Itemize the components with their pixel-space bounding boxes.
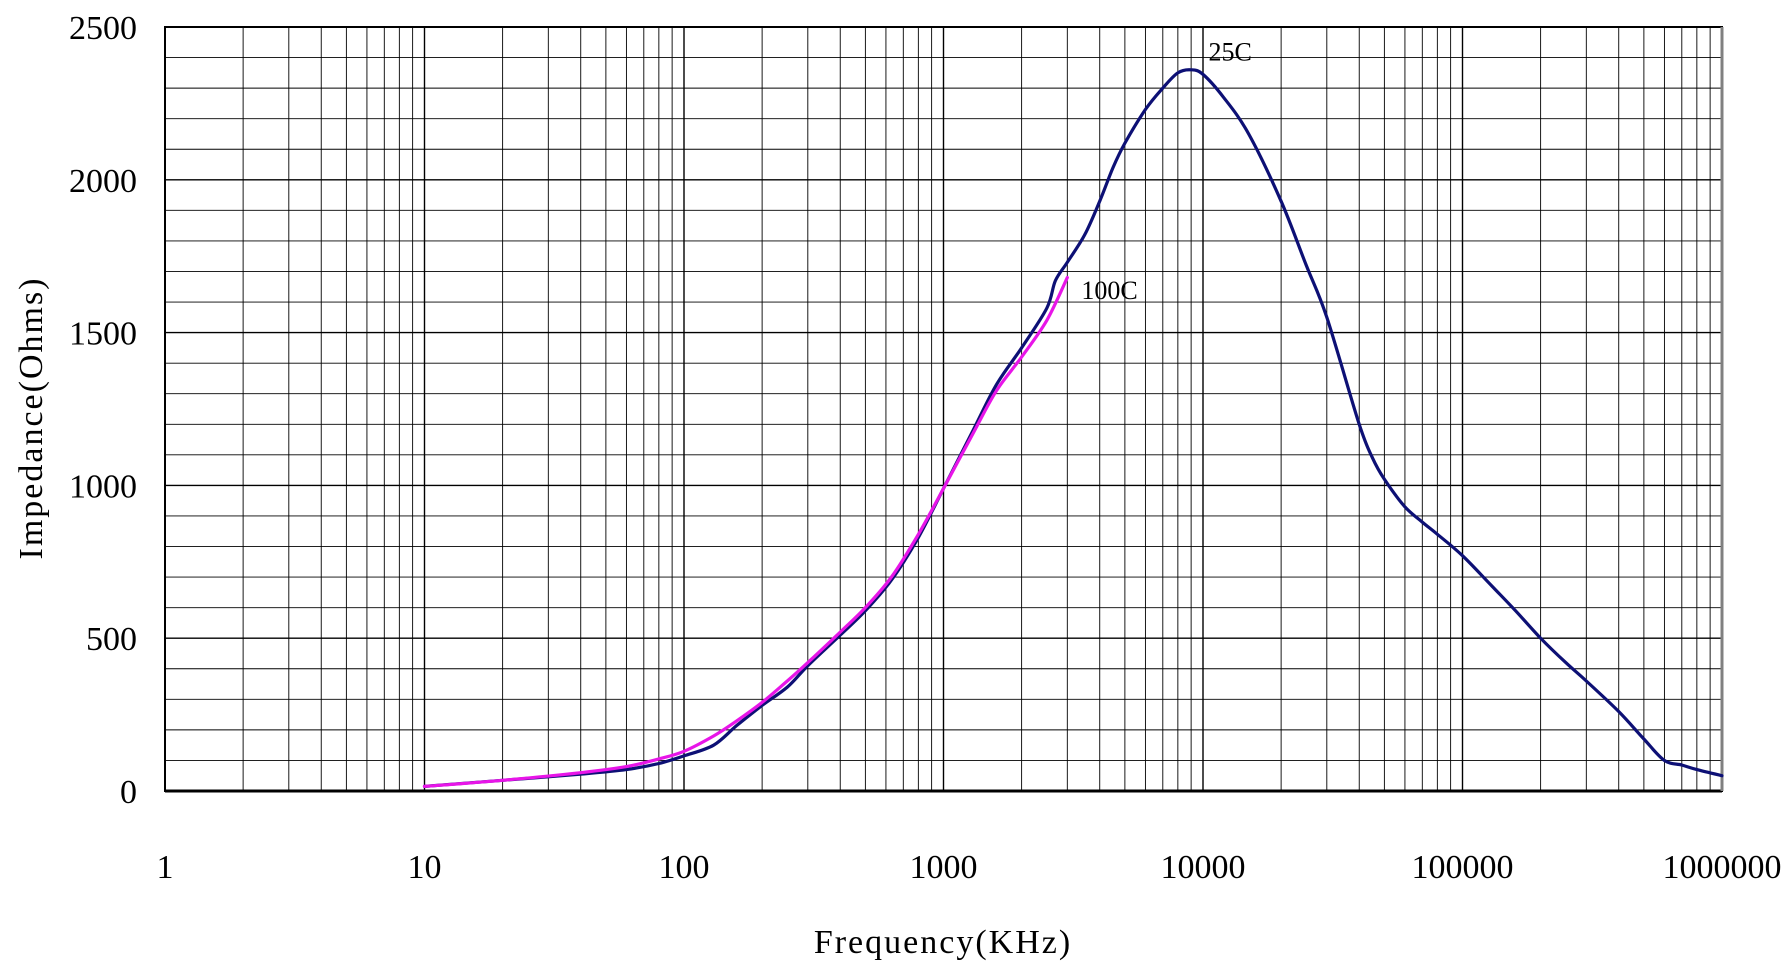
grid-lines [164, 26, 1722, 792]
x-tick-label: 1000 [910, 849, 978, 886]
y-axis-title: Impedance(Ohms) [13, 276, 50, 559]
x-tick-label: 1 [157, 849, 174, 886]
y-tick-label: 500 [86, 621, 137, 658]
series-line-25c [422, 68, 1724, 788]
series-lines [422, 68, 1724, 788]
x-tick-label: 100000 [1412, 849, 1514, 886]
axes [164, 26, 1724, 793]
x-tick-label: 1000000 [1663, 849, 1782, 886]
series-annotation: 100C [1081, 276, 1137, 305]
y-tick-label: 1000 [69, 468, 137, 505]
series-line-100c [422, 276, 1069, 788]
x-tick-label: 10000 [1161, 849, 1246, 886]
annotations: 25C 100C [1081, 38, 1251, 305]
y-tick-label: 2500 [69, 10, 137, 47]
tick-labels: 1 10 100 1000 10000 100000 1000000 0 500 1000 1500… [69, 10, 1782, 886]
x-tick-label: 10 [408, 849, 442, 886]
series-annotation: 25C [1208, 38, 1251, 67]
y-tick-label: 0 [120, 774, 137, 811]
y-tick-label: 1500 [69, 316, 137, 353]
x-tick-label: 100 [659, 849, 710, 886]
x-axis-title: Frequency(KHz) [814, 924, 1072, 961]
y-tick-label: 2000 [69, 163, 137, 200]
